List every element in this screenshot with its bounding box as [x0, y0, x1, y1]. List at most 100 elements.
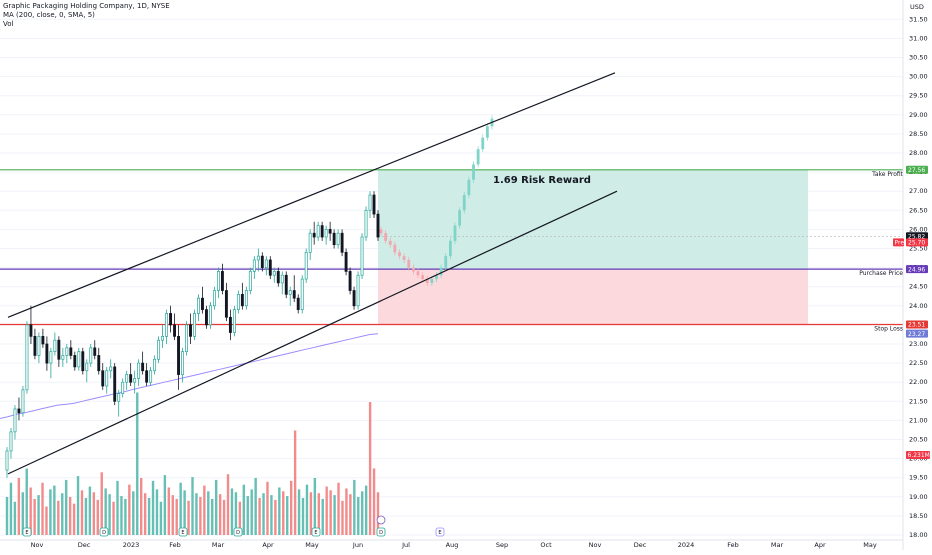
candle-body: [197, 297, 200, 314]
candle-body: [236, 293, 240, 310]
ma-indicator-label[interactable]: MA (200, close, 0, SMA, 5): [3, 11, 95, 19]
x-tick-label: May: [305, 541, 319, 549]
candle: [340, 229, 344, 257]
volume-bar: [341, 500, 344, 535]
candle: [376, 210, 380, 241]
candle: [268, 256, 272, 280]
volume-bar: [155, 489, 159, 535]
candle-body: [312, 232, 316, 238]
ma-last-tag: 23.27: [908, 331, 925, 338]
candle: [240, 282, 244, 310]
channel-lower-line: [7, 190, 618, 475]
candle: [13, 405, 17, 440]
candle: [284, 271, 288, 299]
x-tick-label: Mar: [212, 541, 225, 549]
x-tick-label: Mar: [771, 541, 784, 549]
volume-bar: [116, 480, 119, 535]
candle: [33, 328, 37, 360]
volume-bar: [65, 479, 68, 535]
volume-bar: [128, 484, 131, 535]
candle: [17, 397, 21, 421]
event-marker: D: [99, 527, 109, 537]
candle: [352, 286, 356, 310]
projection-body: [472, 164, 475, 180]
projection-candle: [462, 191, 466, 214]
volume-bar: [49, 489, 52, 535]
y-tick-label: 20.50: [909, 436, 928, 444]
volume-bar: [88, 486, 92, 535]
projection-candle: [467, 176, 471, 199]
volume-bar: [175, 498, 178, 535]
candle: [105, 366, 109, 394]
candle: [73, 351, 77, 371]
candle: [348, 267, 352, 295]
volume-bar: [92, 492, 96, 535]
candle-body: [21, 389, 25, 414]
volume-bar: [183, 490, 186, 535]
y-tick-label: 28.50: [909, 130, 928, 138]
volume-bar: [337, 482, 340, 535]
candle-body: [101, 370, 105, 387]
candle-body: [356, 274, 360, 307]
volume-bar: [258, 497, 261, 535]
volume-bar: [361, 491, 364, 535]
volume-bar: [218, 494, 222, 535]
candle-body: [201, 297, 204, 310]
candle-body: [320, 225, 324, 238]
projection-candle: [384, 230, 388, 244]
candle: [177, 324, 180, 390]
take-profit-tag: 27.56: [908, 167, 925, 174]
candle-body: [276, 271, 280, 284]
event-marker-box: [311, 527, 321, 537]
volume-bars: [5, 392, 380, 535]
candle: [328, 221, 332, 241]
event-marker-label: E: [438, 530, 441, 536]
candle: [117, 389, 121, 417]
candle: [296, 294, 300, 314]
projection-body: [402, 256, 406, 260]
volume-bar: [104, 488, 107, 535]
volume-bar: [274, 499, 277, 535]
volume-bar: [167, 487, 171, 535]
projection-candle: [402, 253, 406, 264]
candle: [256, 248, 260, 272]
candle-body: [288, 290, 292, 295]
candle-body: [264, 259, 268, 268]
candle-body: [296, 297, 300, 310]
last-close-tag-bg: [906, 232, 928, 241]
volume-indicator-label[interactable]: Vol: [3, 20, 14, 28]
volume-bar: [313, 478, 317, 535]
candle: [57, 336, 61, 367]
candle: [81, 347, 85, 375]
volume-tag-bg: [906, 451, 930, 459]
candle: [244, 286, 248, 310]
candle: [232, 305, 236, 337]
candle-body: [45, 343, 49, 364]
candle: [209, 301, 212, 329]
candle-body: [216, 271, 220, 291]
volume-bar: [266, 481, 269, 535]
candle-body: [193, 313, 196, 337]
candle: [5, 447, 9, 478]
event-marker-box: [233, 527, 243, 537]
candle: [25, 321, 29, 394]
volume-bar: [368, 402, 372, 535]
projection-body: [453, 225, 457, 241]
event-marker-label: E: [181, 530, 184, 536]
candle-body: [328, 229, 332, 234]
projection-candle: [411, 264, 415, 275]
volume-bar: [270, 495, 273, 535]
candle: [21, 386, 25, 417]
volume-bar: [37, 495, 40, 535]
candle-body: [336, 232, 340, 246]
y-tick-label: 24.50: [909, 283, 928, 291]
projection-body: [425, 279, 429, 283]
candle-body: [25, 324, 29, 391]
event-marker-box: [178, 527, 188, 537]
volume-bar: [120, 496, 123, 535]
candle-body: [109, 366, 113, 372]
